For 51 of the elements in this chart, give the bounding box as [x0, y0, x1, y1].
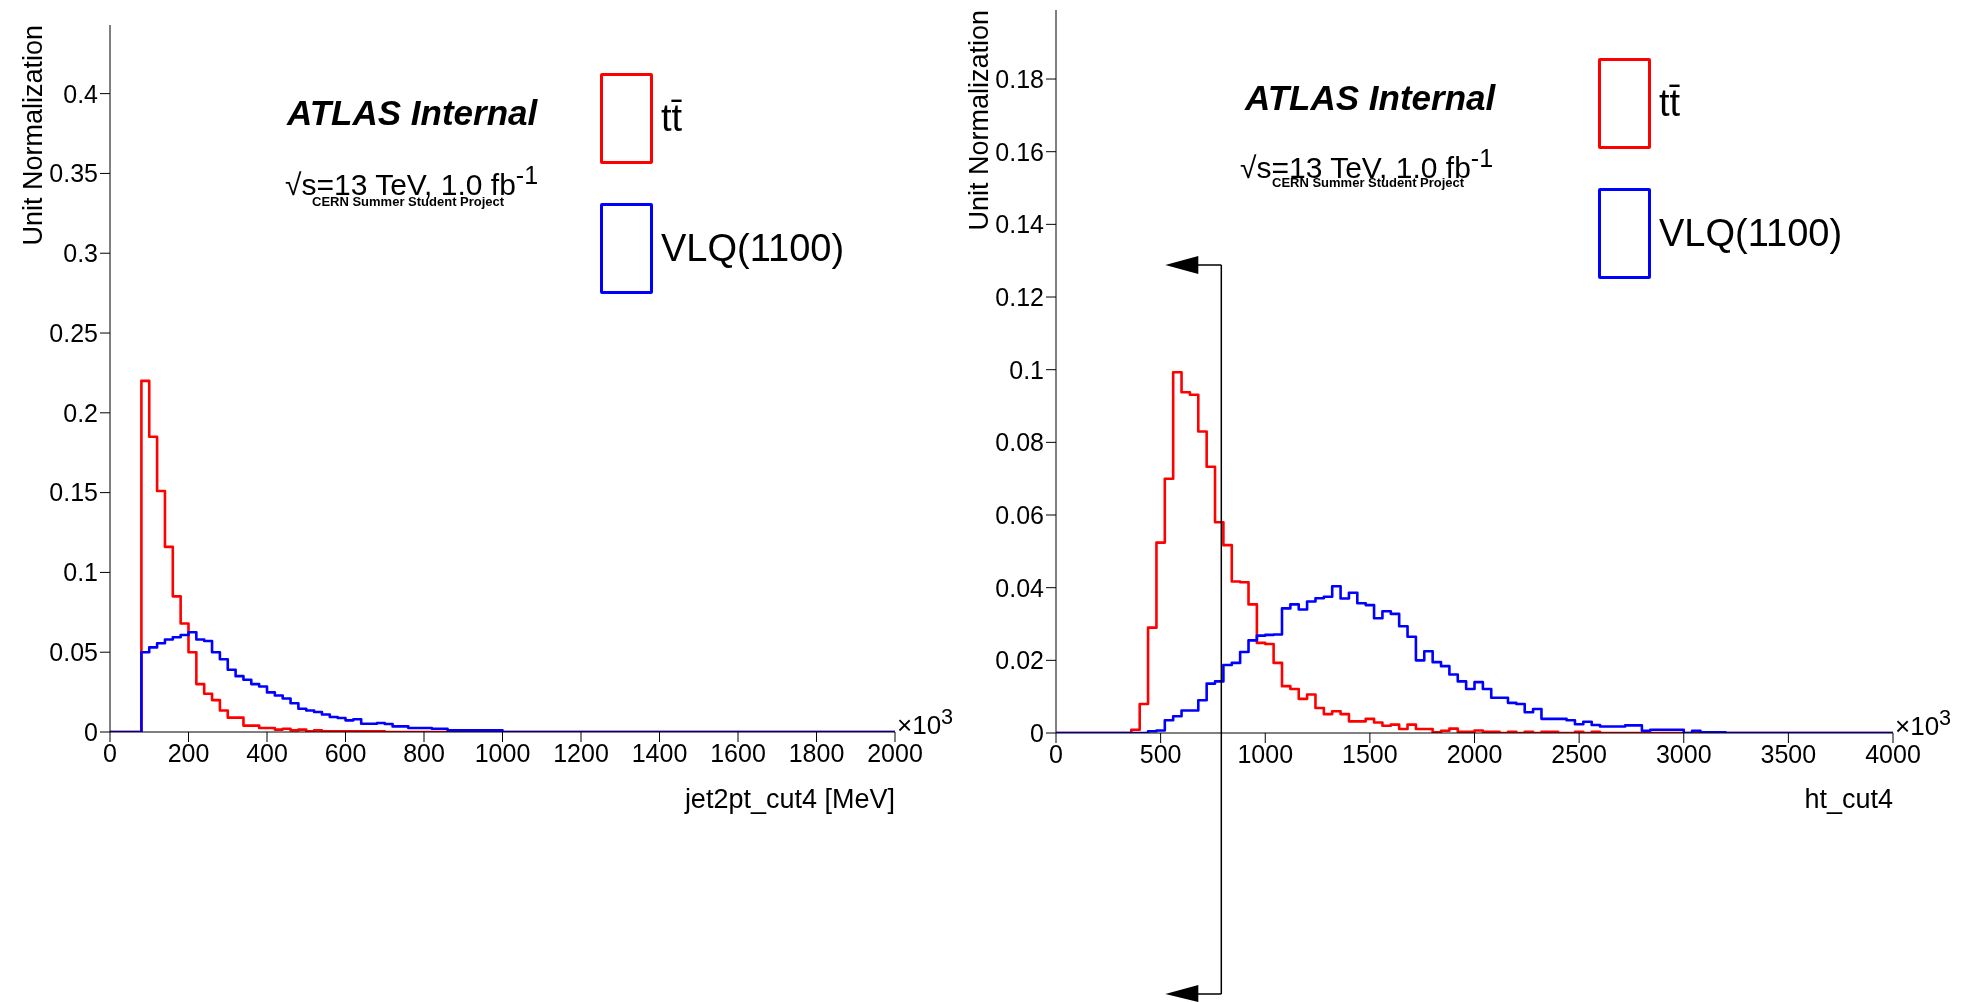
y-tick-label: 0.14: [995, 210, 1045, 239]
x-tick-label: 3500: [1760, 739, 1817, 768]
x-tick-label: 0: [1049, 739, 1063, 768]
y-tick-label: 0.3: [63, 239, 98, 268]
x-tick-label: 1600: [710, 738, 766, 767]
x-tick-label: 2000: [867, 738, 923, 767]
x-tick-label: 1500: [1342, 739, 1398, 768]
y-tick-label: 0.08: [995, 428, 1044, 457]
text: ×10$^{3}$: [1895, 705, 1952, 741]
y-axis-title: Unit Normalization: [18, 25, 48, 246]
x-tick-label: 600: [324, 738, 367, 767]
x-tick-label: 1000: [1237, 739, 1294, 768]
text: ×10$^{3}$: [897, 704, 954, 740]
y-tick-label: 0.06: [995, 500, 1044, 529]
y-tick-label: 0.12: [995, 282, 1044, 311]
y-tick-label: 0.1: [1009, 355, 1044, 384]
legend-label: tt̄: [1659, 81, 1681, 125]
x-tick-label: 0: [103, 738, 117, 767]
annotation: ATLAS Internal: [1245, 78, 1496, 117]
legend-label: VLQ(1100): [1659, 211, 1843, 255]
y-tick-label: 0.25: [49, 318, 98, 347]
x-tick-label: 4000: [1865, 739, 1921, 768]
y-tick-label: 0.04: [995, 573, 1045, 602]
y-tick-label: 0.05: [49, 638, 98, 667]
legend-label: tt̄: [661, 96, 683, 140]
y-tick-label: 0: [84, 717, 98, 746]
y-tick-label: 0.2: [63, 398, 98, 427]
annotation: ATLAS Internal: [287, 93, 538, 132]
x-tick-label: 1800: [788, 738, 845, 767]
y-tick-label: 0.4: [63, 79, 99, 108]
y-tick-label: 0.35: [49, 159, 98, 188]
x-tick-label: 1000: [474, 738, 531, 767]
y-tick-label: 0.15: [49, 478, 98, 507]
y-tick-label: 0.16: [995, 137, 1044, 166]
x-tick-label: 400: [246, 738, 288, 767]
x-tick-label: 500: [1139, 739, 1182, 768]
y-tick-label: 0: [1030, 718, 1044, 747]
x-tick-label: 800: [403, 738, 445, 767]
y-tick-label: 0.18: [995, 64, 1044, 93]
x-tick-label: 1200: [553, 738, 609, 767]
x-tick-label: 2000: [1446, 739, 1503, 768]
legend-label: VLQ(1100): [661, 226, 845, 270]
x-tick-label: 1400: [631, 738, 688, 767]
y-tick-label: 0.1: [63, 558, 98, 587]
x-tick-label: 200: [167, 738, 210, 767]
x-tick-label: 3000: [1655, 739, 1712, 768]
y-axis-title: Unit Normalization: [964, 10, 994, 231]
x-tick-label: 2500: [1551, 739, 1607, 768]
x-axis-title: ht_cut4: [1804, 784, 1893, 814]
x-axis-title: jet2pt_cut4 [MeV]: [683, 784, 895, 814]
y-tick-label: 0.02: [995, 646, 1044, 675]
